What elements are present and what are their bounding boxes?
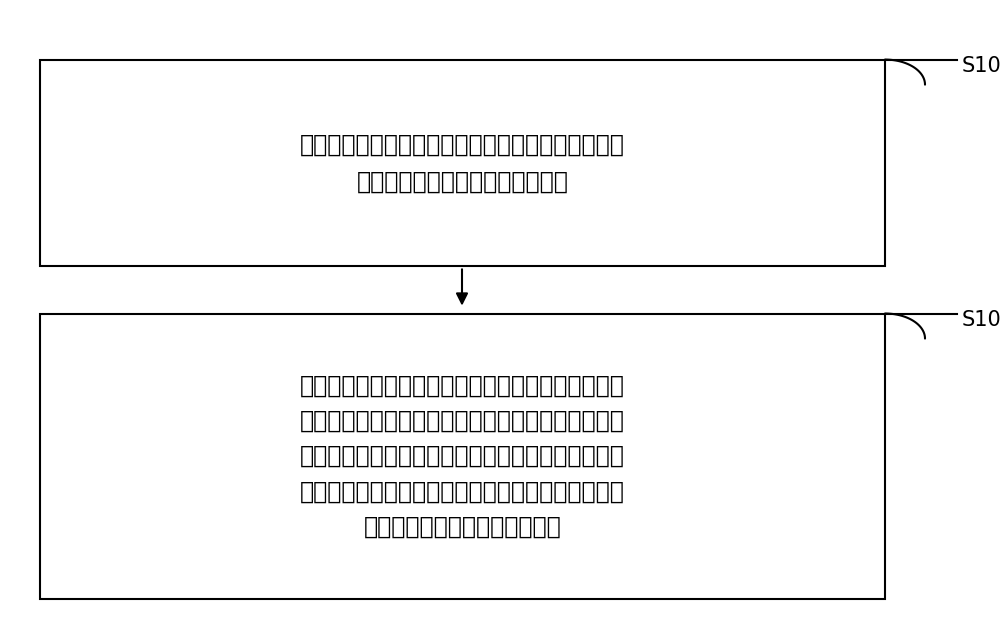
FancyBboxPatch shape — [40, 314, 885, 599]
Text: S101: S101 — [962, 56, 1000, 76]
FancyBboxPatch shape — [40, 60, 885, 266]
Text: 获取新能源发电系统的工作参数、牵引供电系统的负
荷参数和混合储能系统的工作参数: 获取新能源发电系统的工作参数、牵引供电系统的负 荷参数和混合储能系统的工作参数 — [300, 132, 625, 194]
Text: 根据所述新能源发电系统的工作参数、所述牵引供电
系统的负荷参数和所述混合储能系统的工作参数，控
制所述并网逆变器和所述铁路功率调节装置的工作状
态，以使所述新能: 根据所述新能源发电系统的工作参数、所述牵引供电 系统的负荷参数和所述混合储能系统… — [300, 373, 625, 539]
Text: S102: S102 — [962, 310, 1000, 330]
